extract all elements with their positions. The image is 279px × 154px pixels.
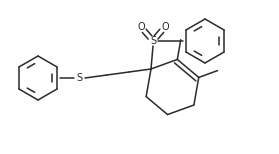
Text: S: S (76, 73, 82, 83)
Text: O: O (137, 22, 145, 32)
Text: O: O (161, 22, 169, 32)
Text: S: S (150, 36, 156, 46)
